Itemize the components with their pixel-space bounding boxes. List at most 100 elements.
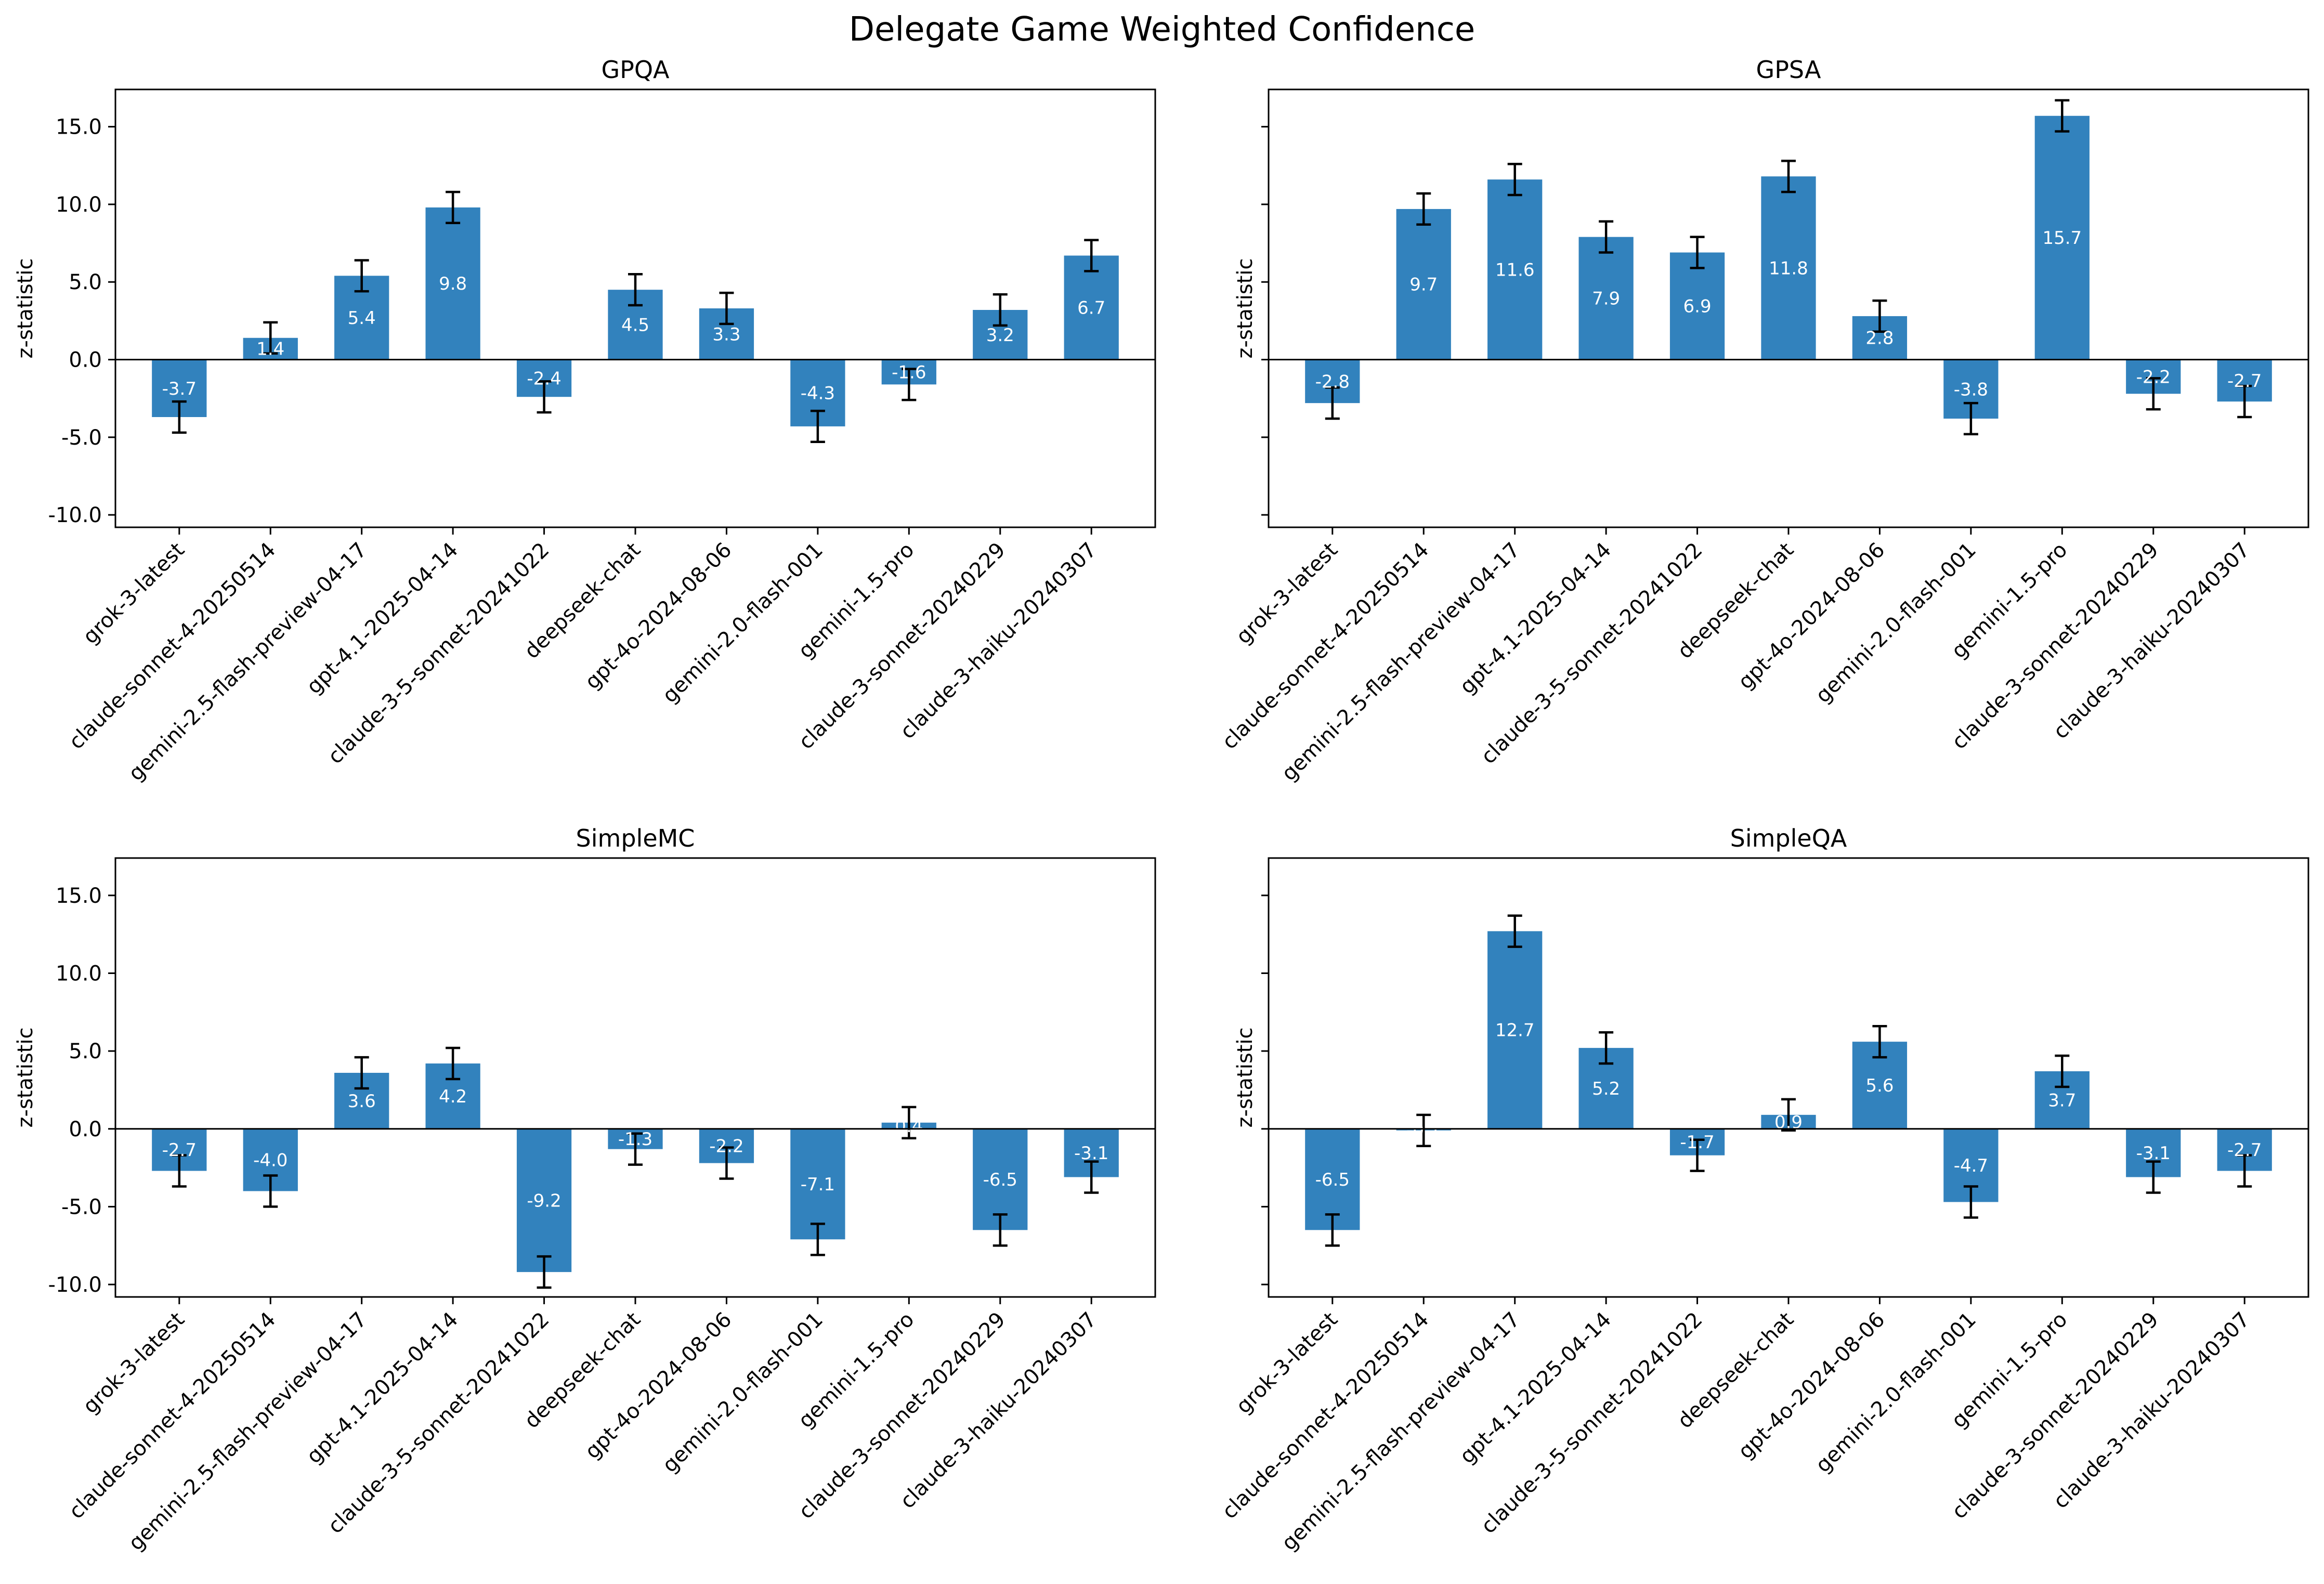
bar (1669, 252, 1725, 360)
value-label: -1.7 (1680, 1132, 1714, 1153)
value-label: -6.5 (983, 1170, 1017, 1190)
error-bar (1599, 1031, 1614, 1065)
plot-frame (1268, 857, 2309, 1298)
value-label: -4.0 (253, 1150, 288, 1171)
error-bar (1963, 1185, 1978, 1219)
bar (1487, 179, 1543, 360)
subplot-title: SimpleQA (1730, 824, 1847, 852)
error-bar (993, 293, 1008, 327)
value-label: 6.7 (1077, 298, 1105, 319)
plot-frame (1268, 88, 2309, 528)
value-label: -7.1 (801, 1174, 835, 1195)
value-label: -1.3 (618, 1129, 652, 1150)
subplot-title: GPQA (601, 56, 670, 84)
y-axis-label: z-statistic (1233, 1028, 1257, 1128)
value-label: 5.4 (348, 308, 376, 329)
error-bar (810, 409, 825, 444)
value-label: 0.4 (895, 1116, 923, 1137)
error-bar (2146, 377, 2161, 411)
bar (1578, 237, 1634, 360)
error-bar (446, 190, 461, 225)
y-tick-label: 10.0 (56, 962, 102, 985)
value-label: -2.2 (2136, 367, 2171, 387)
error-bar (1507, 163, 1522, 197)
error-bar (263, 321, 278, 355)
error-bar (1416, 192, 1431, 226)
error-bar (1084, 1160, 1099, 1194)
error-bar (1507, 914, 1522, 948)
error-bar (1781, 160, 1796, 193)
error-bar (1416, 1113, 1431, 1147)
error-bar (628, 273, 643, 307)
error-bar (446, 1046, 461, 1081)
value-label: -0.1 (1406, 1120, 1441, 1140)
error-bar (2237, 1154, 2252, 1188)
error-bar (902, 368, 917, 401)
error-bar (537, 1255, 552, 1289)
y-tick-label: 0.0 (69, 348, 102, 372)
error-bar (172, 1154, 187, 1188)
bar (2034, 115, 2090, 360)
value-label: -2.7 (2227, 1140, 2262, 1161)
error-bar (810, 1223, 825, 1256)
y-tick-label: -5.0 (61, 426, 102, 450)
value-label: -4.7 (1954, 1155, 1988, 1176)
error-bar (172, 400, 187, 434)
error-bar (1690, 1138, 1705, 1172)
value-label: 11.8 (1769, 258, 1808, 279)
error-bar (993, 1213, 1008, 1247)
value-label: -3.1 (1074, 1143, 1108, 1164)
y-tick-label: 15.0 (56, 884, 102, 908)
value-label: 15.7 (2042, 228, 2082, 249)
error-bar (354, 259, 369, 293)
value-label: -3.7 (162, 379, 197, 399)
subplot-title: SimpleMC (576, 824, 695, 852)
error-bar (1599, 220, 1614, 254)
value-label: 7.9 (1592, 289, 1620, 309)
value-label: -2.7 (162, 1140, 197, 1161)
error-bar (2055, 99, 2070, 133)
value-label: -3.1 (2136, 1143, 2171, 1164)
bar (425, 207, 480, 360)
y-tick-label: 10.0 (56, 193, 102, 217)
bar (516, 1128, 572, 1273)
error-bar (719, 291, 734, 326)
figure-title: Delegate Game Weighted Confidence (849, 10, 1476, 49)
y-tick-label: -10.0 (48, 503, 102, 527)
value-label: 5.2 (1592, 1079, 1620, 1099)
value-label: -2.8 (1315, 371, 1350, 392)
value-label: 4.5 (621, 315, 649, 335)
subplot-title: GPSA (1756, 56, 1821, 84)
error-bar (2237, 385, 2252, 419)
value-label: 2.8 (1865, 328, 1894, 349)
y-tick-label: -10.0 (48, 1273, 102, 1297)
plot-frame (114, 857, 1156, 1298)
bar (790, 1128, 845, 1240)
plot-frame (114, 88, 1156, 528)
y-tick-label: 5.0 (69, 270, 102, 294)
value-label: -2.7 (2227, 371, 2262, 392)
error-bar (1325, 1213, 1340, 1247)
error-bar (1963, 401, 1978, 436)
error-bar (1781, 1098, 1796, 1132)
error-bar (902, 1106, 917, 1139)
value-label: 1.4 (256, 339, 284, 360)
bar (973, 1128, 1028, 1230)
error-bar (354, 1056, 369, 1090)
error-bar (1084, 239, 1099, 272)
error-bar (719, 1146, 734, 1180)
bar (1396, 209, 1451, 360)
value-label: 4.2 (439, 1086, 467, 1107)
value-label: 9.8 (439, 274, 467, 294)
bar (1064, 255, 1119, 360)
error-bar (1872, 299, 1887, 333)
value-label: 9.7 (1409, 275, 1438, 295)
error-bar (628, 1132, 643, 1166)
value-label: 5.6 (1865, 1075, 1894, 1096)
value-label: 3.3 (712, 324, 740, 345)
y-axis-label: z-statistic (1233, 258, 1257, 359)
value-label: 6.9 (1683, 296, 1712, 317)
error-bar (2146, 1160, 2161, 1194)
